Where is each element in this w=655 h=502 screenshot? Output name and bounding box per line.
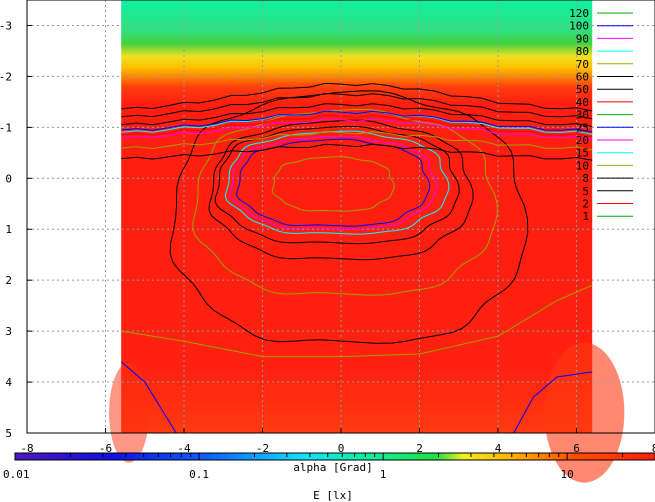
contour-lower xyxy=(121,284,593,358)
ytick-label: 5 xyxy=(5,427,12,440)
xtick-label: -6 xyxy=(99,442,112,455)
legend-label: 30 xyxy=(576,109,589,122)
legend-label: 15 xyxy=(576,147,589,160)
contour-lower-left xyxy=(120,361,177,433)
contour-15-inner xyxy=(224,130,450,235)
contour-upper xyxy=(121,130,593,151)
legend-label: 25 xyxy=(576,121,589,134)
contour-upper xyxy=(121,103,593,128)
legend-label: 100 xyxy=(569,20,589,33)
legend-label: 2 xyxy=(582,198,589,211)
xtick-label: 6 xyxy=(573,442,580,455)
contour-upper xyxy=(121,92,593,120)
contour-upper xyxy=(121,82,593,112)
legend-label: 50 xyxy=(576,83,589,96)
colorbar-tick-label: 0.01 xyxy=(3,468,30,481)
colorbar-tick-label: 1 xyxy=(380,468,387,481)
xtick-label: -2 xyxy=(256,442,269,455)
legend-label: 40 xyxy=(576,96,589,109)
legend-label: 20 xyxy=(576,134,589,147)
legend-label: 120 xyxy=(569,7,589,20)
contour-lines xyxy=(120,82,593,433)
contour-level-b xyxy=(208,119,474,261)
xtick-label: -8 xyxy=(20,442,33,455)
colorbar: 0.01 0.1 1 10 E [lx] xyxy=(3,452,655,502)
heatmap-field xyxy=(109,0,625,483)
ytick-label: -1 xyxy=(0,121,12,134)
legend-label: 80 xyxy=(576,45,589,58)
xtick-label: 8 xyxy=(652,442,655,455)
contour-level-a xyxy=(214,126,460,245)
contour-lower-right xyxy=(513,371,593,433)
legend-label: 90 xyxy=(576,32,589,45)
xtick-label: 4 xyxy=(495,442,502,455)
contour-upper xyxy=(121,110,593,133)
ytick-label: 1 xyxy=(5,223,12,236)
xtick-label: -4 xyxy=(177,442,191,455)
colorbar-tick-label: 10 xyxy=(561,468,574,481)
heatmap-area xyxy=(121,0,593,433)
ytick-label: 3 xyxy=(5,325,12,338)
x-axis-label: alpha [Grad] xyxy=(293,461,372,474)
grid xyxy=(27,0,655,433)
ytick-label: 0 xyxy=(5,172,12,185)
legend-label: 1 xyxy=(582,210,589,223)
heatmap-region-lower-right xyxy=(544,342,625,483)
legend-label: 8 xyxy=(582,172,589,185)
xtick-label: 2 xyxy=(416,442,423,455)
contour-10-inner xyxy=(271,156,395,212)
xtick-label: 0 xyxy=(338,442,345,455)
legend-label: 70 xyxy=(576,58,589,71)
contour-upper xyxy=(121,143,593,161)
colorbar-tick-label: 0.1 xyxy=(189,468,209,481)
ytick-label: -2 xyxy=(0,70,12,83)
contour-upper xyxy=(121,118,593,140)
contour-20-inner xyxy=(229,135,438,230)
ytick-label: 2 xyxy=(5,274,12,287)
contour-upper xyxy=(121,114,593,138)
legend-label: 60 xyxy=(576,71,589,84)
ytick-label: 4 xyxy=(5,376,12,389)
colorbar-label: E [lx] xyxy=(313,489,353,502)
legend-label: 10 xyxy=(576,159,589,172)
contour-level-c xyxy=(192,108,498,296)
ytick-label: -3 xyxy=(0,19,12,32)
contour-level-d xyxy=(169,90,529,344)
heatmap-region-lower-left xyxy=(109,362,150,463)
legend-label: 5 xyxy=(582,185,589,198)
